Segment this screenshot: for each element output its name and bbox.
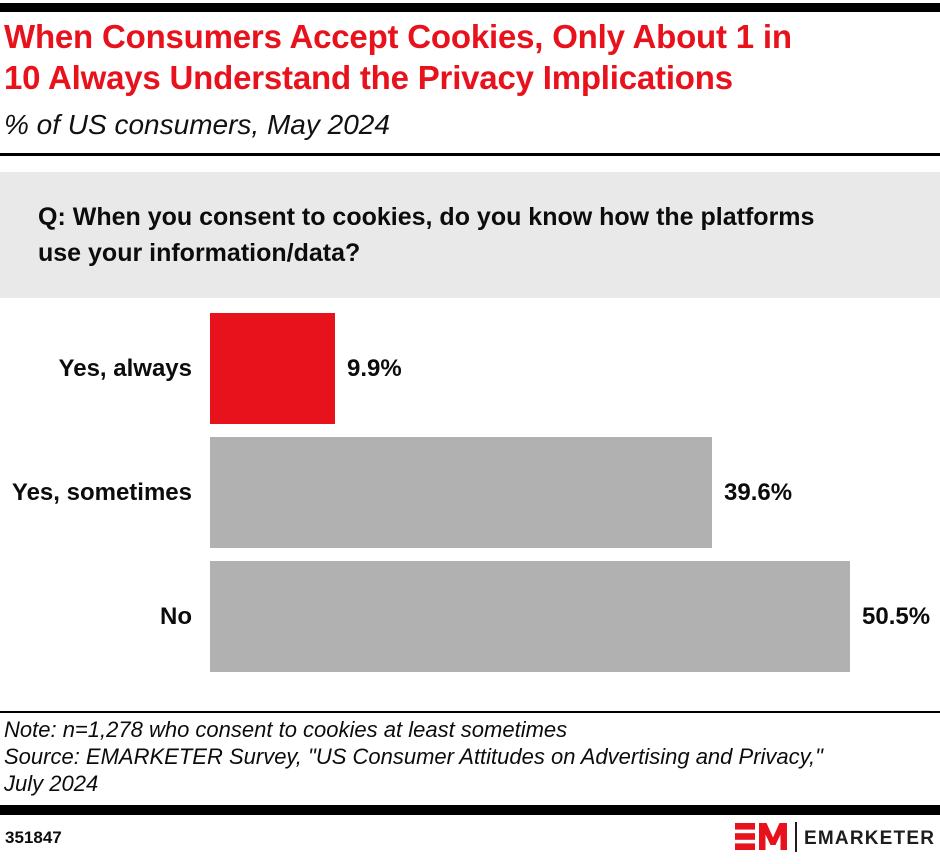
page-title: When Consumers Accept Cookies, Only Abou… (4, 16, 916, 98)
bar-value-label: 50.5% (862, 602, 931, 630)
bar-chart: Yes, always 9.9% Yes, sometimes 39.6% No 50.5… (0, 313, 940, 672)
brand-wordmark: EMARKETER (804, 828, 935, 849)
page-title-line-1: When Consumers Accept Cookies, Only Abou… (4, 18, 792, 55)
header-rule (0, 153, 940, 156)
bar-row: Yes, always 9.9% (0, 313, 940, 424)
top-rule (0, 3, 940, 12)
note-rule (0, 711, 940, 713)
bar-value-label: 9.9% (347, 354, 402, 382)
bar-row: Yes, sometimes 39.6% (0, 437, 940, 548)
bar (210, 561, 850, 672)
source-text-line-2: July 2024 (4, 771, 99, 796)
footer-chart-id: 351847 (5, 828, 62, 847)
note-text: Note: n=1,278 who consent to cookies at … (4, 717, 568, 742)
bottom-rule (0, 805, 940, 815)
bar (210, 313, 335, 424)
bar (210, 437, 712, 548)
question-line-1: Q: When you consent to cookies, do you k… (38, 203, 815, 231)
source-text-line-1: Source: EMARKETER Survey, "US Consumer A… (4, 744, 823, 769)
page-title-line-2: 10 Always Understand the Privacy Implica… (4, 59, 733, 96)
question-text: Q: When you consent to cookies, do you k… (38, 199, 913, 271)
emarketer-logo: EMARKETER (735, 822, 935, 852)
notes: Note: n=1,278 who consent to cookies at … (4, 716, 934, 797)
question-box: Q: When you consent to cookies, do you k… (0, 172, 940, 298)
bar-value-label: 39.6% (724, 478, 793, 506)
bar-row: No 50.5% (0, 561, 940, 672)
bar-category-label: Yes, always (58, 354, 192, 382)
em-monogram-icon (735, 823, 787, 850)
bar-category-label: Yes, sometimes (11, 478, 192, 506)
bar-category-label: No (160, 602, 192, 630)
logo-divider (795, 822, 797, 852)
question-line-2: use your information/data? (38, 239, 361, 267)
page-subtitle: % of US consumers, May 2024 (4, 109, 390, 140)
